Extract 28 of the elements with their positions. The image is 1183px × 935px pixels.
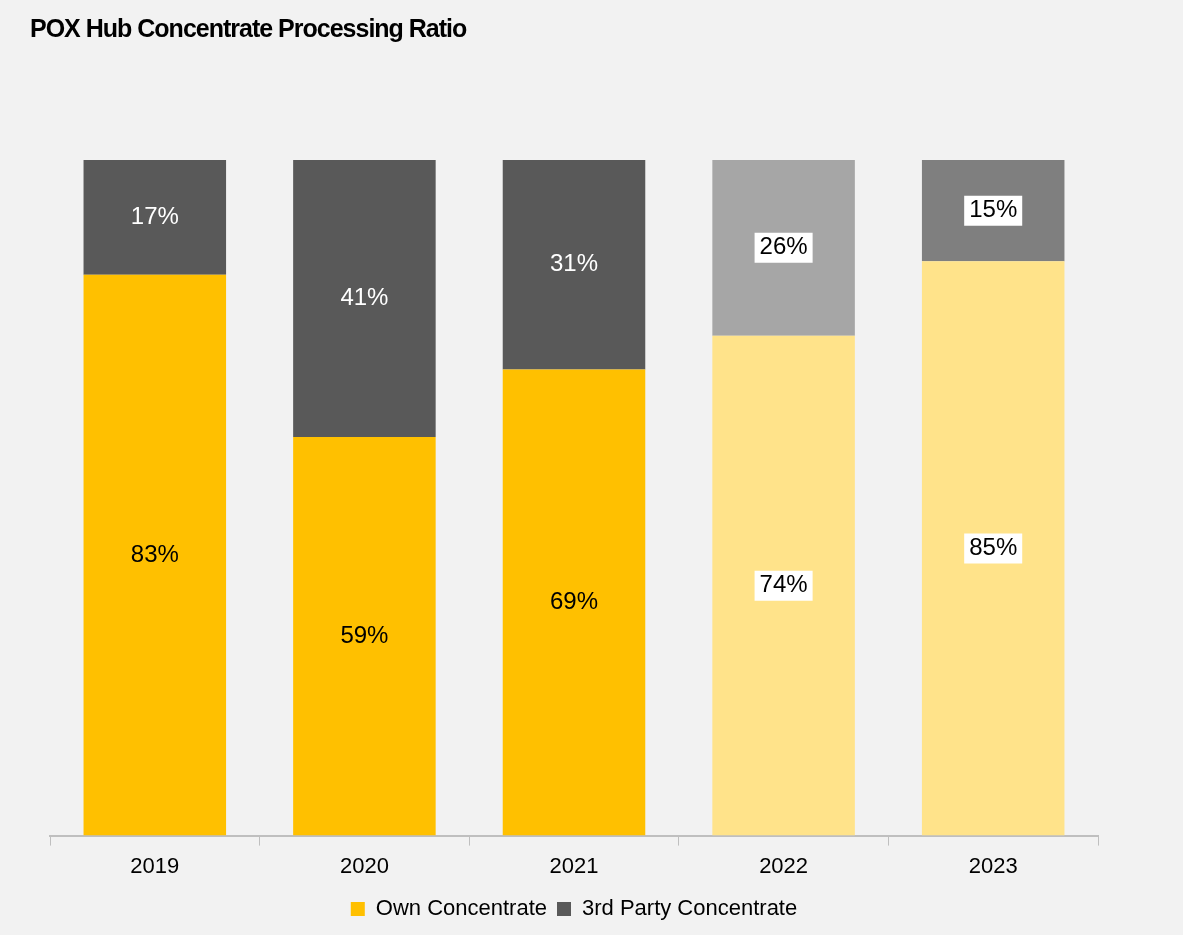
bar (502, 369, 646, 836)
bar (293, 437, 436, 836)
legend-label: Own Concentrate (375, 895, 547, 921)
x-tick-label: 2021 (549, 852, 599, 878)
data-label: 85% (969, 533, 1018, 561)
legend-label: 3rd Party Concentrate (581, 895, 798, 921)
bar (921, 261, 1065, 836)
data-label: 74% (759, 570, 808, 598)
x-tick-label: 2022 (759, 852, 809, 878)
data-label: 31% (549, 249, 599, 277)
bar (83, 160, 227, 275)
chart-title: POX Hub Concentrate Processing Ratio (30, 14, 467, 43)
bar (921, 160, 1065, 262)
bar (293, 160, 436, 437)
data-label: 15% (969, 195, 1018, 223)
bar (712, 160, 855, 336)
data-label: 17% (130, 202, 179, 230)
data-label: 41% (340, 283, 389, 311)
x-tick-label: 2023 (968, 852, 1018, 878)
data-label: 83% (130, 539, 179, 567)
data-label: 59% (340, 620, 389, 648)
bar (502, 160, 646, 370)
x-tick-label: 2020 (339, 852, 389, 878)
x-tick-label: 2019 (130, 852, 180, 878)
bar (712, 335, 855, 836)
data-label: 26% (759, 232, 808, 260)
data-label: 69% (549, 587, 599, 615)
bar (83, 274, 227, 836)
